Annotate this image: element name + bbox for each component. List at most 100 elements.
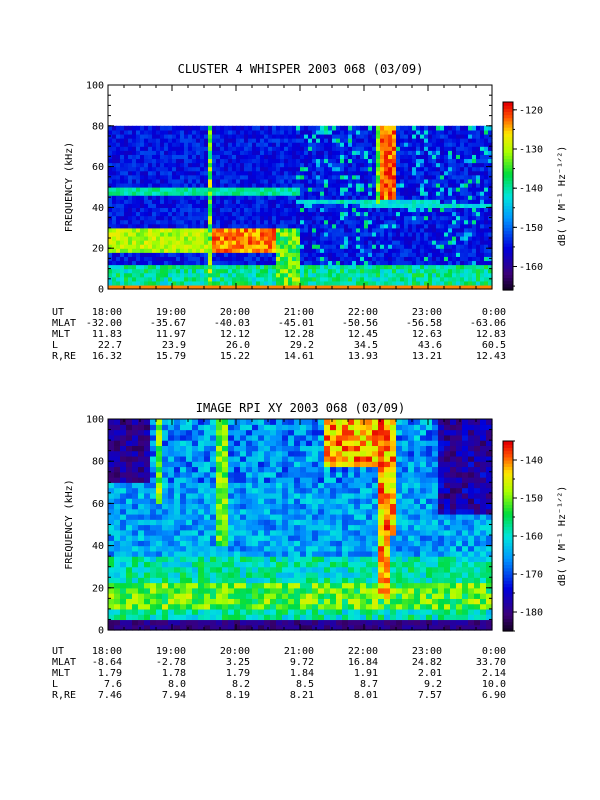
- ephemeris-value: 26.0: [225, 340, 250, 351]
- colorbar-segment: [503, 221, 513, 225]
- colorbar-tick-label: -140: [519, 184, 543, 195]
- ephemeris-label: MLT: [52, 668, 71, 679]
- colorbar-segment: [503, 545, 513, 550]
- ephemeris-value: 33.70: [475, 657, 506, 668]
- colorbar-segment: [503, 243, 513, 247]
- colorbar-tick-label: -170: [519, 570, 543, 581]
- colorbar-segment: [503, 152, 513, 156]
- ephemeris-value: 29.2: [289, 340, 314, 351]
- colorbar-segment: [503, 180, 513, 185]
- ephemeris-value: 21:00: [283, 307, 314, 318]
- ephemeris-row: MLT 11.83 11.97 12.12 12.28 12.45 12.63 12.83: [0, 329, 600, 340]
- ephemeris-value: -35.67: [149, 318, 186, 329]
- ephemeris-row: MLAT -32.00 -35.67 -40.03 -45.01 -50.56 -56.58…: [0, 318, 600, 329]
- colorbar-label: dB( V M⁻¹ Hz⁻¹ᐟ²): [557, 486, 568, 587]
- colorbar-segment: [503, 466, 513, 471]
- ephemeris-row: R,RE 7.46 7.94 8.19 8.21 8.01 7.57 6.90: [0, 690, 600, 701]
- colorbar-segment: [503, 155, 513, 159]
- colorbar-segment: [503, 211, 513, 216]
- ephemeris-value: 22:00: [347, 646, 378, 657]
- colorbar-segment: [503, 158, 513, 163]
- colorbar-segment: [503, 208, 513, 213]
- colorbar-segment: [503, 596, 513, 600]
- ephemeris-label: MLT: [52, 329, 71, 340]
- colorbar-segment: [503, 164, 513, 169]
- colorbar-segment: [503, 264, 513, 269]
- y-tick-label: 0: [98, 626, 104, 637]
- y-tick-label: 100: [86, 81, 104, 92]
- y-tick-label: 80: [92, 457, 104, 468]
- ephemeris-value: 1.84: [289, 668, 314, 679]
- ephemeris-value: 7.46: [97, 690, 122, 701]
- ephemeris-value: 24.82: [411, 657, 442, 668]
- ephemeris-value: 60.5: [481, 340, 506, 351]
- colorbar-tick-label: -160: [519, 262, 543, 273]
- colorbar-segment: [503, 564, 513, 569]
- colorbar-segment: [503, 189, 513, 194]
- ephemeris-value: 7.6: [103, 679, 122, 690]
- ephemeris-row: UT 18:00 19:00 20:00 21:00 22:00 23:00 0:00: [0, 307, 600, 318]
- ephemeris-value: 9.72: [289, 657, 314, 668]
- ephemeris-table: UT 18:00 19:00 20:00 21:00 22:00 23:00 0:00 MLAT…: [0, 646, 600, 701]
- colorbar-segment: [503, 612, 513, 616]
- chart-title: CLUSTER 4 WHISPER 2003 068 (03/09): [177, 62, 424, 76]
- ephemeris-value: -32.00: [85, 318, 122, 329]
- y-tick-label: 60: [92, 499, 104, 510]
- colorbar-segment: [503, 599, 513, 604]
- colorbar-segment: [503, 274, 513, 279]
- ephemeris-value: 19:00: [155, 307, 186, 318]
- colorbar-segment: [503, 532, 513, 537]
- ephemeris-row: L 22.7 23.9 26.0 29.2 34.5 43.6 60.5: [0, 340, 600, 351]
- colorbar-segment: [503, 120, 513, 125]
- cluster-chart: 0 20 40 60 80 100 FREQUENCY (kHz) -120 -130 -140 -…: [64, 81, 568, 296]
- ephemeris-label: MLAT: [52, 318, 77, 329]
- colorbar-segment: [503, 246, 513, 250]
- colorbar-segment: [503, 460, 513, 464]
- colorbar-segment: [503, 567, 513, 572]
- colorbar-segment: [503, 258, 513, 263]
- ephemeris-value: 15.22: [219, 351, 250, 362]
- colorbar-segment: [503, 485, 513, 490]
- ephemeris-value: 22.7: [97, 340, 122, 351]
- colorbar-tick-label: -150: [519, 494, 543, 505]
- colorbar-segment: [503, 286, 513, 291]
- colorbar-segment: [503, 583, 513, 588]
- ephemeris-value: 23.9: [161, 340, 186, 351]
- colorbar-segment: [503, 463, 513, 467]
- colorbar-segment: [503, 117, 513, 122]
- colorbar-segment: [503, 199, 513, 203]
- ephemeris-value: 43.6: [417, 340, 442, 351]
- ephemeris-value: -63.06: [469, 318, 506, 329]
- colorbar-segment: [503, 618, 513, 623]
- colorbar-segment: [503, 183, 513, 188]
- colorbar-segment: [503, 536, 513, 540]
- colorbar-segment: [503, 520, 513, 524]
- ephemeris-value: 2.01: [417, 668, 442, 679]
- colorbar-segment: [503, 441, 513, 445]
- colorbar-segment: [503, 624, 513, 629]
- colorbar-frame: [502, 101, 514, 291]
- ephemeris-value: 12.83: [475, 329, 506, 340]
- ephemeris-value: 14.61: [283, 351, 314, 362]
- colorbar-segment: [503, 469, 513, 474]
- colorbar-segment: [503, 494, 513, 499]
- heatmap-cells: [108, 125, 493, 290]
- colorbar-segment: [503, 501, 513, 505]
- ephemeris-label: R,RE: [52, 690, 77, 701]
- colorbar-segment: [503, 196, 513, 200]
- heatmap-cells: [108, 419, 493, 631]
- ephemeris-value: 19:00: [155, 646, 186, 657]
- y-tick-label: 20: [92, 583, 104, 594]
- ephemeris-row: R,RE 16.32 15.79 15.22 14.61 13.93 13.21 12.43: [0, 351, 600, 362]
- colorbar-tick-label: -140: [519, 456, 543, 467]
- y-tick-label: 40: [92, 203, 104, 214]
- ephemeris-value: 8.7: [359, 679, 378, 690]
- ephemeris-value: 10.0: [481, 679, 506, 690]
- colorbar-segment: [503, 580, 513, 585]
- colorbar-segment: [503, 133, 513, 138]
- ephemeris-row: UT 18:00 19:00 20:00 21:00 22:00 23:00 0:00: [0, 646, 600, 657]
- colorbar-tick-label: -180: [519, 608, 543, 619]
- colorbar-segment: [503, 526, 513, 531]
- colorbar-segment: [503, 593, 513, 597]
- ephemeris-value: 0:00: [481, 646, 506, 657]
